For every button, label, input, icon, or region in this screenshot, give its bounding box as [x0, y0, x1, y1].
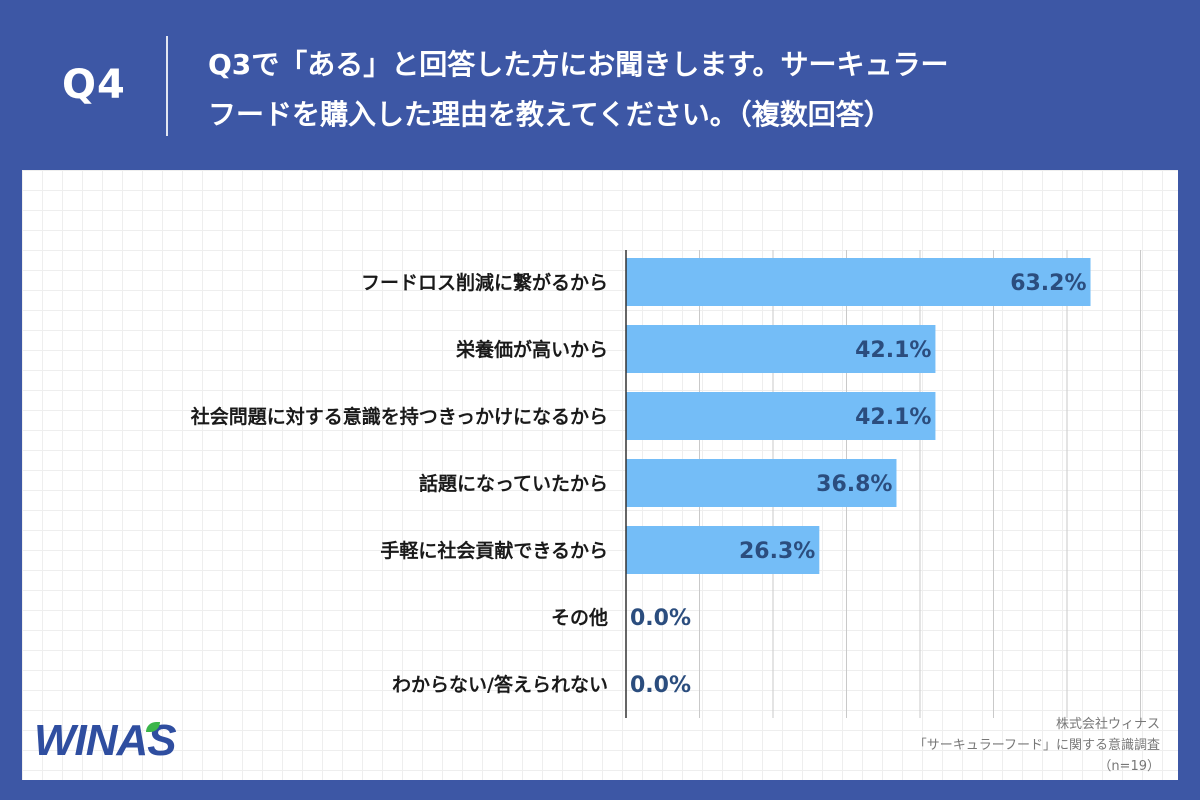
question-line-2: フードを購入した理由を教えてください。（複数回答）: [208, 98, 892, 131]
question-text: Q3で「ある」と回答した方にお聞きします。サーキュラー フードを購入した理由を教…: [208, 40, 1158, 140]
bar: [626, 526, 820, 574]
category-label: 社会問題に対する意識を持つきっかけになるから: [190, 405, 608, 428]
category-label: 話題になっていたから: [419, 472, 608, 495]
bar: [626, 325, 936, 373]
question-number: Q4: [62, 62, 126, 108]
category-label: わからない/答えられない: [392, 673, 608, 696]
bar: [626, 459, 897, 507]
source-survey: 「サーキュラーフード」に関する意識調査: [913, 738, 1160, 753]
question-header: Q4 Q3で「ある」と回答した方にお聞きします。サーキュラー フードを購入した理…: [0, 0, 1200, 170]
value-label: 63.2%: [1010, 271, 1086, 296]
leaf-icon: [146, 722, 160, 732]
source-sample-size: （n=19）: [1098, 759, 1160, 774]
value-label: 26.3%: [739, 539, 815, 564]
bar: [626, 392, 936, 440]
bar-chart: フードロス削減に繋がるから 63.2% 栄養価が高いから 42.1% 社会問題に対する意…: [190, 250, 1141, 718]
category-label: 栄養価が高いから: [455, 338, 608, 361]
bar: [626, 258, 1091, 306]
source-note: 株式会社ウィナス 「サーキュラーフード」に関する意識調査 （n=19）: [914, 714, 1160, 777]
category-label: フードロス削減に繋がるから: [361, 271, 608, 294]
category-label: 手軽に社会貢献できるから: [380, 539, 608, 562]
header-divider: [166, 36, 168, 136]
chart-panel: フードロス削減に繋がるから 63.2% 栄養価が高いから 42.1% 社会問題に対する意…: [22, 170, 1178, 780]
value-label: 36.8%: [816, 472, 892, 497]
source-company: 株式会社ウィナス: [1055, 717, 1160, 732]
category-label: その他: [551, 606, 608, 629]
value-label: 42.1%: [855, 405, 931, 430]
value-label: 0.0%: [630, 606, 691, 631]
question-line-1: Q3で「ある」と回答した方にお聞きします。サーキュラー: [208, 48, 949, 81]
value-label: 0.0%: [630, 673, 691, 698]
value-label: 42.1%: [855, 338, 931, 363]
